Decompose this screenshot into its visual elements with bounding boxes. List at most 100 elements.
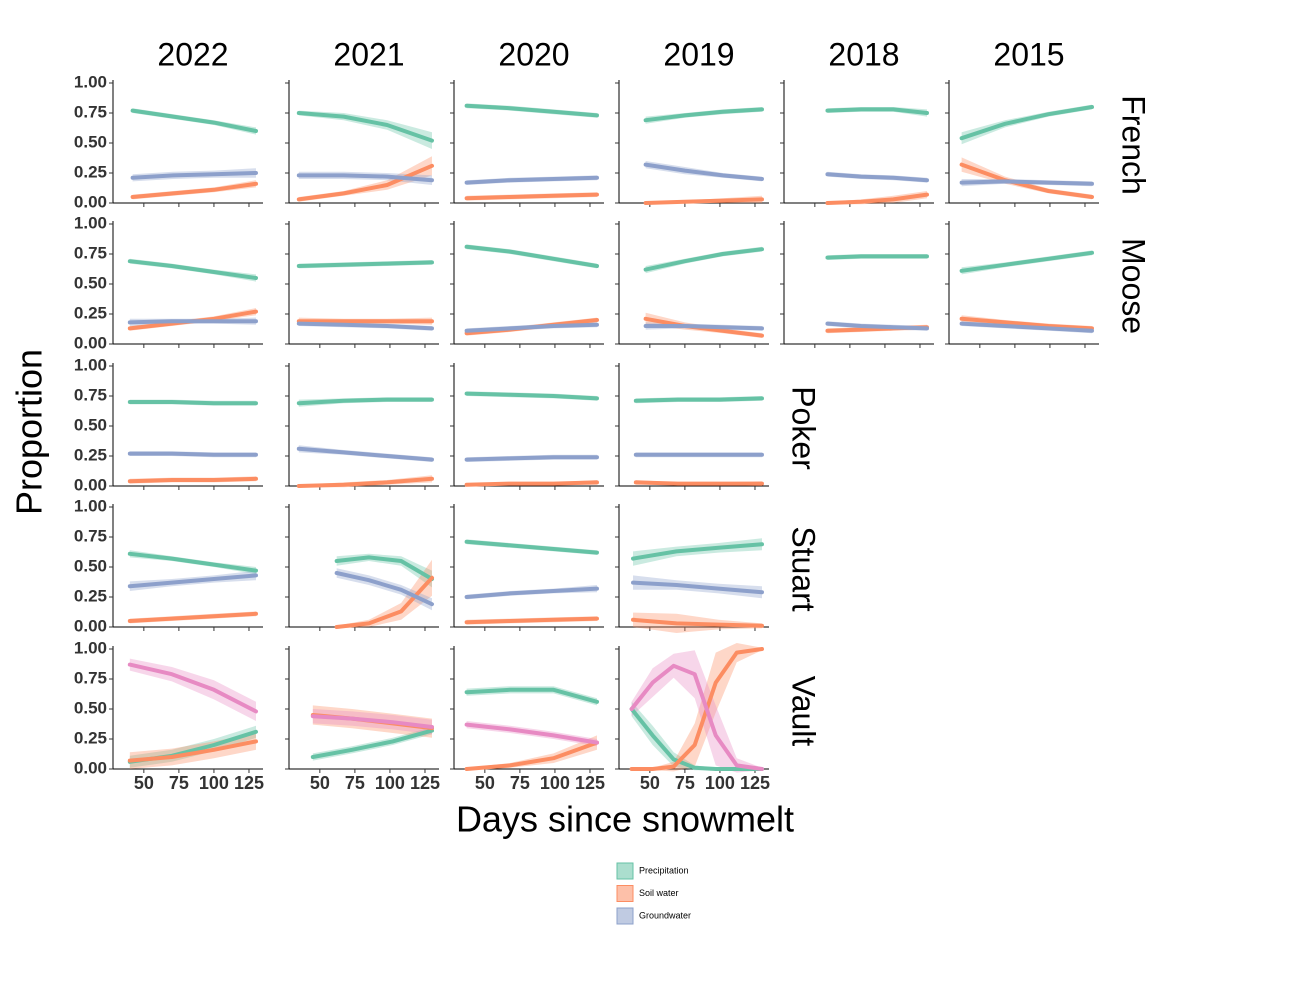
line [464,192,599,201]
line [464,455,599,462]
line [127,611,258,623]
y-tick-label: 1.00 [74,72,107,91]
line [464,175,599,185]
y-tick-label: 0.00 [74,192,107,211]
line [825,254,929,260]
line [127,573,258,589]
row-label: Stuart [786,526,822,611]
y-tick-label: 0.25 [74,445,107,464]
line [631,617,764,628]
line [127,319,258,325]
ribbon [631,701,762,771]
column-label: 2018 [828,36,899,72]
y-tick-label: 0.50 [74,132,107,151]
line [464,586,599,599]
line [296,321,434,331]
legend-label: Groundwater [639,910,691,920]
line [633,396,764,403]
line [464,722,599,745]
x-tick-label: 100 [199,773,229,793]
line [464,322,599,333]
line [127,259,258,280]
column-label: 2015 [993,36,1064,72]
line [464,391,599,401]
y-tick-label: 0.00 [74,758,107,777]
line [296,446,434,462]
line [127,551,258,573]
line [643,324,764,331]
column-label: 2021 [333,36,404,72]
y-tick-label: 1.00 [74,496,107,515]
line [464,539,599,555]
line [959,250,1094,273]
line [959,316,1094,331]
x-tick-label: 125 [740,773,770,793]
line [334,571,434,607]
y-tick-label: 0.50 [74,698,107,717]
y-tick-label: 1.00 [74,355,107,374]
ribbon [633,538,762,566]
x-tick-label: 50 [475,773,495,793]
line [334,575,434,629]
y-tick-label: 0.75 [74,243,107,262]
x-tick-label: 50 [640,773,660,793]
ribbon [631,650,762,773]
x-tick-label: 100 [705,773,735,793]
legend-key [616,862,634,880]
ribbon [961,104,1092,145]
line [629,707,764,771]
line [310,714,434,729]
ribbon [336,553,432,588]
ribbon [129,658,256,721]
line [633,480,764,486]
line [310,728,434,759]
line [825,107,929,115]
line [127,451,258,457]
y-tick-label: 0.00 [74,616,107,635]
line [825,321,929,331]
line [959,105,1094,141]
y-tick-label: 0.75 [74,668,107,687]
row-label: Vault [786,676,822,747]
column-label: 2019 [663,36,734,72]
y-tick-label: 0.50 [74,415,107,434]
line [296,111,434,143]
row-label: French [1116,95,1152,195]
line [127,476,258,484]
line [464,687,599,704]
line [959,162,1094,199]
line [296,260,434,268]
x-tick-label: 75 [675,773,695,793]
legend-key [616,907,634,925]
row-label: Moose [1116,238,1152,334]
line [130,181,258,199]
y-tick-label: 1.00 [74,213,107,232]
y-tick-label: 0.25 [74,586,107,605]
ribbon [631,643,762,772]
line [631,580,764,595]
ribbon [336,559,432,629]
x-tick-label: 125 [575,773,605,793]
line [296,476,434,488]
y-axis-title: Proportion [9,349,50,515]
line [296,173,434,183]
line [464,616,599,625]
line [643,162,764,181]
x-tick-label: 75 [345,773,365,793]
line [825,192,929,205]
y-tick-label: 0.50 [74,273,107,292]
line [959,179,1094,186]
x-axis-title: Days since snowmelt [456,799,794,840]
x-tick-label: 75 [510,773,530,793]
x-tick-label: 100 [540,773,570,793]
line [643,107,764,123]
y-tick-label: 1.00 [74,638,107,657]
y-tick-label: 0.75 [74,385,107,404]
y-tick-label: 0.25 [74,303,107,322]
line [464,244,599,268]
y-tick-label: 0.75 [74,526,107,545]
line [464,740,599,771]
legend-key [616,885,634,902]
row-label: Poker [786,386,822,470]
